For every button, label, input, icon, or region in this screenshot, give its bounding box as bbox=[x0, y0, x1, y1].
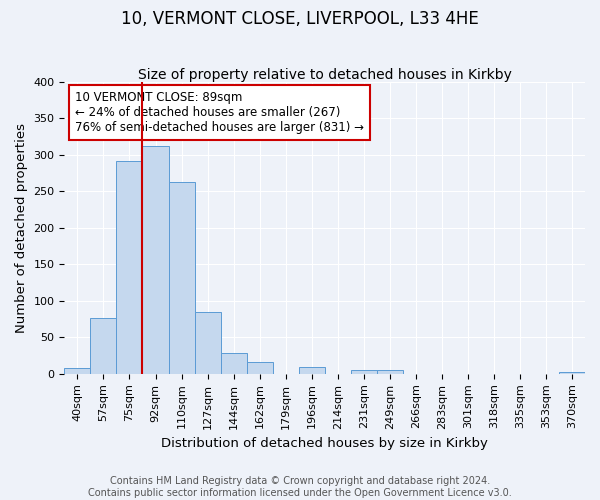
Bar bbox=[299, 368, 325, 374]
Bar bbox=[559, 372, 585, 374]
Bar bbox=[116, 161, 142, 374]
Bar bbox=[142, 146, 169, 374]
Bar bbox=[194, 312, 221, 374]
Bar bbox=[64, 368, 91, 374]
Bar bbox=[91, 318, 116, 374]
Bar bbox=[247, 362, 272, 374]
Text: 10 VERMONT CLOSE: 89sqm
← 24% of detached houses are smaller (267)
76% of semi-d: 10 VERMONT CLOSE: 89sqm ← 24% of detache… bbox=[75, 91, 364, 134]
Y-axis label: Number of detached properties: Number of detached properties bbox=[15, 123, 28, 333]
Bar bbox=[351, 370, 377, 374]
Bar bbox=[169, 182, 194, 374]
Bar bbox=[377, 370, 403, 374]
X-axis label: Distribution of detached houses by size in Kirkby: Distribution of detached houses by size … bbox=[161, 437, 488, 450]
Text: 10, VERMONT CLOSE, LIVERPOOL, L33 4HE: 10, VERMONT CLOSE, LIVERPOOL, L33 4HE bbox=[121, 10, 479, 28]
Bar bbox=[221, 352, 247, 374]
Text: Contains HM Land Registry data © Crown copyright and database right 2024.
Contai: Contains HM Land Registry data © Crown c… bbox=[88, 476, 512, 498]
Title: Size of property relative to detached houses in Kirkby: Size of property relative to detached ho… bbox=[138, 68, 512, 82]
